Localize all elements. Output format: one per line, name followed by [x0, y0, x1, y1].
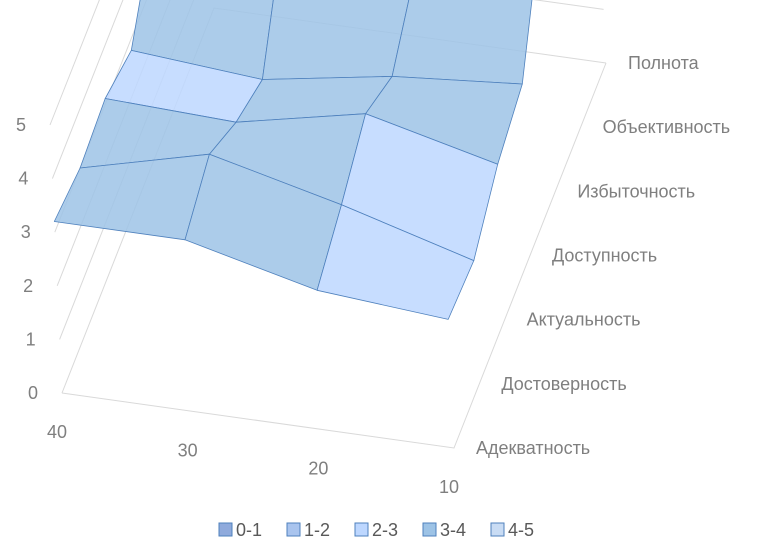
x-tick-label: 30	[178, 440, 198, 460]
x-tick-label: 20	[308, 459, 328, 479]
series-label: Избыточность	[577, 181, 695, 201]
z-tick-label: 3	[21, 222, 31, 242]
series-label: Доступность	[552, 246, 657, 266]
legend-swatch	[422, 522, 437, 537]
series-label: Актуальность	[527, 310, 641, 330]
z-tick-label: 0	[28, 383, 38, 403]
legend-swatch	[286, 522, 301, 537]
legend-label: 3-4	[440, 520, 466, 540]
series-label: Объективность	[603, 117, 731, 137]
x-tick-label: 40	[47, 422, 67, 442]
legend-swatch	[490, 522, 505, 537]
z-tick-label: 4	[18, 169, 28, 189]
legend-item: 0-1	[218, 520, 262, 540]
surface-face	[261, 0, 410, 80]
series-label: Адекватность	[476, 438, 590, 458]
chart-surface	[53, 0, 533, 320]
series-label: Полнота	[628, 53, 700, 73]
x-tick-label: 10	[439, 477, 459, 497]
legend-label: 0-1	[236, 520, 262, 540]
surface-face	[391, 0, 533, 85]
legend-item: 2-3	[354, 520, 398, 540]
gridline	[51, 0, 124, 179]
legend-label: 4-5	[508, 520, 534, 540]
legend-swatch	[354, 522, 369, 537]
legend-item: 3-4	[422, 520, 466, 540]
legend-item: 1-2	[286, 520, 330, 540]
legend-label: 2-3	[372, 520, 398, 540]
chart-legend: 0-1 1-2 2-3 3-4 4-5	[218, 520, 534, 540]
surface-face	[53, 153, 210, 241]
legend-swatch	[218, 522, 233, 537]
z-axis-ticks: 0 1 2 3 4 5	[16, 115, 38, 403]
legend-label: 1-2	[304, 520, 330, 540]
series-label: Достоверность	[501, 374, 626, 394]
surface-face	[316, 204, 475, 320]
series-axis-labels: Адекватность Достоверность Актуальность Дос…	[476, 53, 730, 458]
floor-edge	[61, 62, 607, 449]
legend-item: 4-5	[490, 520, 534, 540]
z-tick-label: 1	[26, 329, 36, 349]
z-tick-label: 2	[23, 276, 33, 296]
x-axis-ticks: 40 30 20 10	[47, 422, 459, 497]
z-tick-label: 5	[16, 115, 26, 135]
